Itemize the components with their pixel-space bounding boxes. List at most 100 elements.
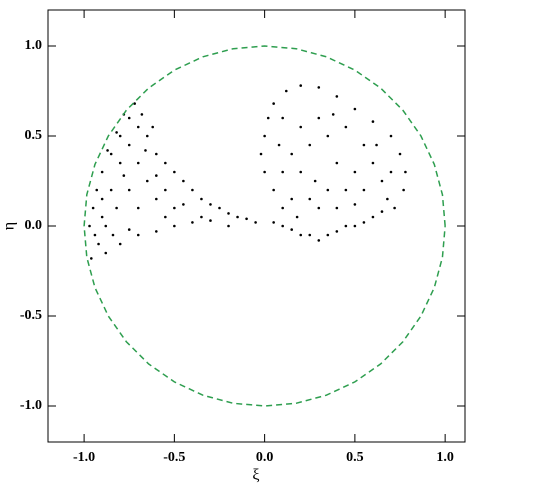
point (151, 125, 155, 129)
point (164, 188, 167, 192)
point (122, 174, 126, 177)
point (281, 170, 284, 174)
point (191, 221, 194, 224)
point (272, 221, 275, 224)
point (136, 125, 140, 129)
x-tick-label: -0.5 (163, 450, 185, 465)
point (209, 219, 212, 222)
point (145, 134, 149, 138)
point (91, 206, 95, 210)
point (263, 170, 266, 174)
point (140, 113, 144, 116)
y-tick-label: -1.0 (20, 398, 42, 413)
point (109, 152, 113, 156)
point (200, 197, 203, 201)
y-tick-label: 0.0 (25, 218, 43, 233)
point (115, 131, 118, 134)
point (317, 206, 321, 210)
point (97, 242, 100, 246)
point (331, 113, 335, 116)
point (335, 206, 339, 210)
point (173, 170, 176, 174)
point (281, 224, 284, 228)
point (182, 179, 185, 183)
point (308, 233, 312, 237)
point (155, 197, 158, 201)
point (164, 215, 167, 219)
point (353, 224, 357, 228)
point (263, 134, 266, 138)
point (353, 170, 357, 174)
point (173, 224, 176, 228)
x-tick-label: -1.0 (73, 450, 95, 465)
point (127, 228, 131, 231)
point (284, 89, 288, 93)
point (100, 215, 104, 219)
point (362, 188, 366, 192)
y-tick-label: 0.5 (25, 128, 43, 143)
point (104, 224, 108, 228)
point (118, 242, 122, 246)
point (389, 170, 393, 174)
point (299, 125, 303, 129)
point (398, 152, 402, 156)
point (266, 116, 270, 120)
point (209, 203, 212, 206)
point (335, 95, 339, 98)
dashed-circle (83, 45, 446, 407)
point (127, 188, 131, 192)
point (353, 203, 357, 206)
point (100, 197, 104, 201)
point (295, 215, 299, 219)
point (109, 188, 113, 192)
point (308, 197, 312, 201)
point (133, 102, 136, 105)
point (115, 206, 118, 210)
point (375, 143, 378, 147)
point (259, 152, 263, 156)
point (281, 206, 284, 210)
x-tick-label: 0.5 (346, 450, 364, 465)
point (272, 188, 275, 192)
point (371, 215, 375, 219)
point (335, 161, 339, 165)
x-tick-label: 1.0 (436, 450, 454, 465)
point (380, 210, 384, 213)
point (95, 188, 99, 192)
point (182, 203, 185, 206)
point (326, 233, 330, 237)
point (281, 116, 284, 120)
point (404, 170, 407, 174)
point (402, 188, 405, 192)
point (344, 125, 348, 129)
point (335, 230, 339, 233)
point (164, 161, 167, 165)
point (200, 215, 203, 219)
point (104, 251, 108, 255)
point (277, 143, 281, 147)
point (111, 233, 115, 237)
point (308, 143, 312, 147)
point (100, 170, 104, 174)
point (227, 212, 230, 215)
point (353, 107, 357, 111)
point (290, 228, 294, 231)
point (118, 134, 122, 138)
point (218, 206, 221, 210)
point (90, 257, 93, 260)
point (93, 233, 97, 237)
point (393, 206, 396, 210)
point (317, 86, 321, 89)
point (155, 174, 158, 177)
point (236, 215, 239, 219)
point (299, 84, 303, 87)
point (317, 116, 321, 120)
point (155, 152, 158, 156)
point (389, 134, 393, 138)
point (254, 221, 257, 224)
y-tick-label: 1.0 (25, 38, 43, 53)
point (299, 233, 303, 237)
x-axis-label: ξ (252, 467, 259, 484)
point (227, 224, 230, 228)
